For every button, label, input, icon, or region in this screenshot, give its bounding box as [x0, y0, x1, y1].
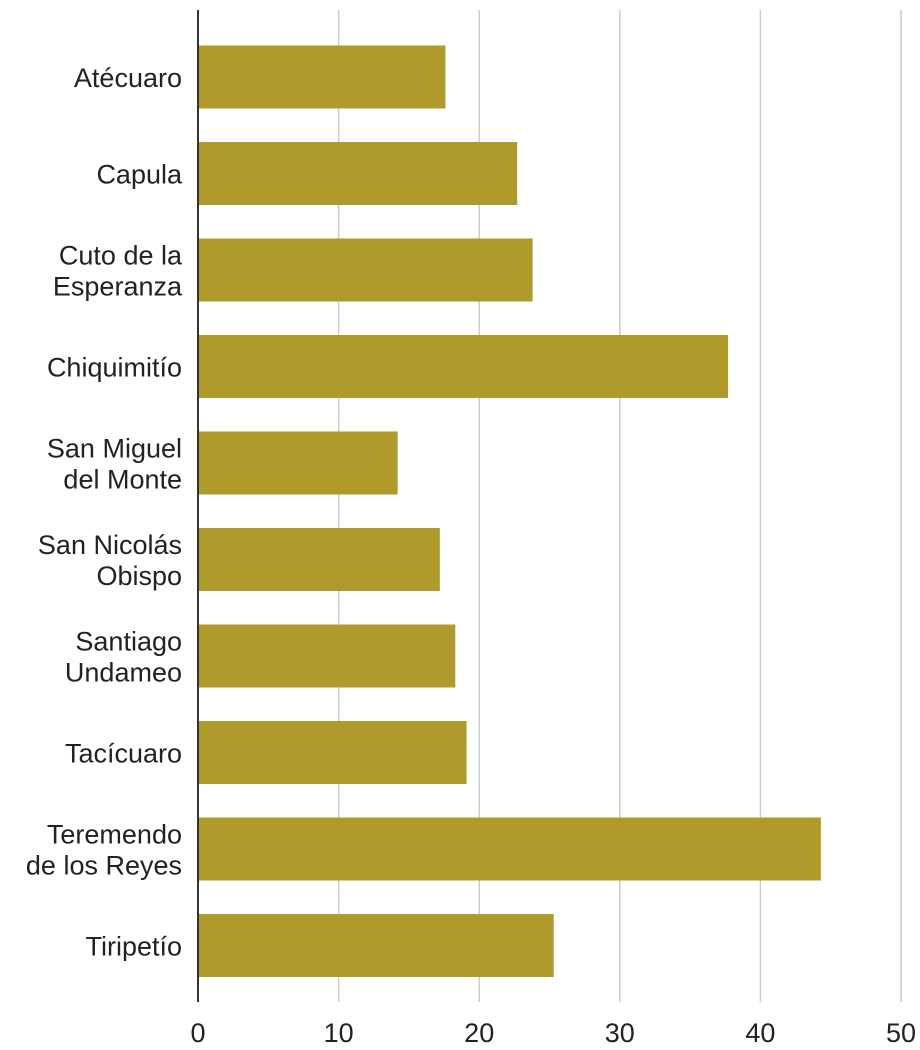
category-label-line: Obispo: [96, 561, 182, 591]
tick-label: 40: [745, 1018, 775, 1048]
bar: [198, 624, 456, 688]
category-label: Capula: [96, 160, 183, 190]
bar: [198, 721, 467, 784]
category-label-line: Atécuaro: [74, 63, 182, 93]
category-label-line: Esperanza: [53, 272, 183, 302]
category-label: Tacícuaro: [65, 739, 182, 769]
bars: [198, 45, 821, 977]
category-label: Santiago Undameo: [65, 627, 182, 688]
category-label-line: del Monte: [63, 465, 182, 495]
category-label: Tiripetío: [85, 932, 182, 962]
category-label: San Miguel del Monte: [47, 434, 182, 495]
bar: [198, 914, 554, 977]
category-label: Cuto de la Esperanza: [53, 241, 183, 302]
bar: [198, 817, 821, 881]
bar: [198, 335, 729, 398]
category-label-line: Tacícuaro: [65, 739, 182, 769]
category-label-line: Capula: [96, 160, 183, 190]
bar: [198, 431, 398, 495]
tick-label: 10: [324, 1018, 354, 1048]
bar: [198, 528, 440, 591]
category-label-line: Tiripetío: [85, 932, 182, 962]
category-labels: Atécuaro Capula Cuto de la Esperanza Chiquim…: [26, 63, 183, 962]
bar: [198, 45, 446, 109]
bar: [198, 142, 518, 205]
tick-label: 30: [605, 1018, 635, 1048]
tick-label: 20: [464, 1018, 494, 1048]
tick-label: 50: [886, 1018, 916, 1048]
category-label-line: Undameo: [65, 658, 182, 688]
category-label: Teremendo de los Reyes: [26, 820, 182, 881]
category-label-line: San Miguel: [47, 434, 182, 464]
category-label-line: Cuto de la: [59, 241, 183, 271]
category-label-line: de los Reyes: [26, 851, 182, 881]
category-label-line: Chiquimitío: [47, 353, 182, 383]
tick-label: 0: [190, 1018, 205, 1048]
bar: [198, 238, 533, 302]
category-label: San Nicolás Obispo: [38, 530, 182, 591]
tick-labels: 0 10 20 30 40 50: [190, 1018, 916, 1048]
category-label-line: San Nicolás: [38, 530, 182, 560]
category-label-line: Santiago: [75, 627, 182, 657]
category-label-line: Teremendo: [47, 820, 182, 850]
category-label: Chiquimitío: [47, 353, 182, 383]
category-label: Atécuaro: [74, 63, 182, 93]
